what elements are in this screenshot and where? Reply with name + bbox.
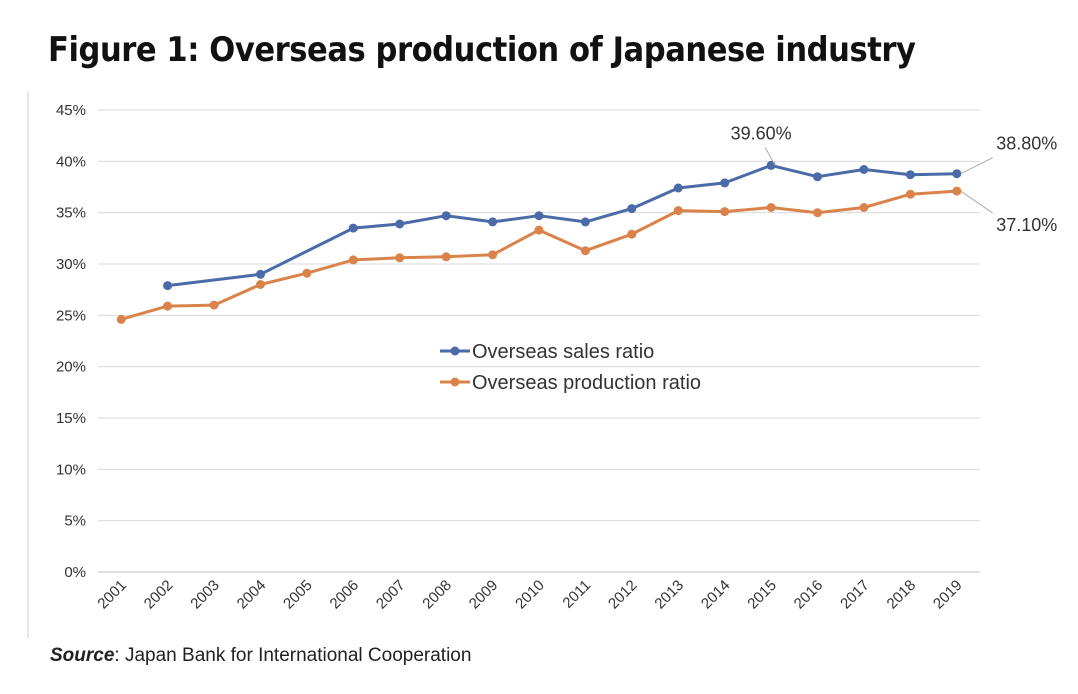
data-point bbox=[859, 165, 869, 174]
series-line-0 bbox=[167, 163, 957, 288]
y-tick-label: 5% bbox=[64, 513, 86, 530]
data-point bbox=[859, 203, 869, 212]
x-tick-label: 2015 bbox=[744, 577, 780, 613]
data-point bbox=[395, 253, 405, 263]
data-point bbox=[256, 280, 265, 289]
data-label: 39.60% bbox=[731, 123, 792, 143]
x-tick-label: 2005 bbox=[280, 577, 316, 613]
series-line-1 bbox=[120, 189, 957, 321]
annotation-leader bbox=[764, 147, 776, 166]
data-point bbox=[673, 206, 683, 216]
x-tick-label: 2003 bbox=[187, 577, 223, 613]
data-point bbox=[580, 246, 590, 256]
data-point bbox=[395, 219, 405, 229]
data-point bbox=[534, 225, 544, 235]
x-tick-label: 2008 bbox=[419, 577, 455, 613]
data-label: 38.80% bbox=[996, 134, 1057, 154]
data-point bbox=[441, 211, 451, 221]
y-tick-label: 45% bbox=[56, 102, 86, 119]
data-point bbox=[441, 252, 451, 262]
y-tick-label: 40% bbox=[56, 153, 86, 170]
data-label: 37.10% bbox=[996, 215, 1057, 235]
legend-marker bbox=[450, 346, 460, 356]
x-tick-label: 2018 bbox=[884, 577, 920, 613]
y-tick-label: 25% bbox=[56, 307, 86, 324]
data-point bbox=[813, 172, 822, 182]
legend-marker bbox=[450, 377, 460, 387]
source-text: : Japan Bank for International Cooperati… bbox=[114, 645, 472, 666]
gridlines bbox=[98, 109, 980, 573]
data-point bbox=[627, 204, 637, 214]
x-tick-label: 2006 bbox=[327, 577, 363, 613]
data-point bbox=[580, 217, 590, 227]
data-point bbox=[163, 301, 173, 311]
x-tick-label: 2012 bbox=[605, 577, 641, 613]
x-tick-label: 2014 bbox=[698, 577, 734, 613]
data-point bbox=[627, 229, 637, 239]
data-point bbox=[720, 207, 730, 217]
series-layer bbox=[116, 160, 962, 324]
legend: Overseas sales ratio Overseas production … bbox=[440, 341, 701, 394]
data-point bbox=[163, 281, 173, 291]
data-point bbox=[302, 268, 312, 278]
data-point bbox=[348, 255, 358, 265]
legend-label: Overseas production ratio bbox=[472, 372, 701, 394]
source-label: Source bbox=[50, 645, 115, 666]
y-tick-label: 30% bbox=[56, 256, 86, 273]
x-tick-label: 2009 bbox=[466, 577, 502, 613]
x-tick-label: 2016 bbox=[791, 577, 827, 613]
data-point bbox=[905, 170, 915, 180]
data-point bbox=[766, 203, 776, 212]
x-tick-label: 2002 bbox=[141, 577, 177, 613]
x-tick-label: 2001 bbox=[94, 577, 130, 613]
data-labels: 39.60% 38.80% 37.10% bbox=[731, 123, 1058, 235]
x-axis: 2001 2002 2003 2004 2005 2006 2007 2008 2009 2010… bbox=[94, 577, 965, 613]
data-point bbox=[952, 169, 962, 179]
y-tick-label: 15% bbox=[56, 410, 86, 427]
y-tick-label: 20% bbox=[56, 359, 86, 376]
source-note: Source: Japan Bank for International Coo… bbox=[50, 645, 471, 667]
legend-label: Overseas sales ratio bbox=[472, 341, 654, 363]
x-tick-label: 2019 bbox=[930, 577, 966, 613]
data-point bbox=[905, 189, 915, 199]
data-point bbox=[209, 300, 219, 310]
data-point bbox=[952, 186, 962, 196]
data-point bbox=[348, 223, 358, 233]
data-point bbox=[720, 178, 730, 188]
x-tick-label: 2011 bbox=[559, 577, 594, 612]
x-tick-label: 2017 bbox=[837, 577, 873, 613]
y-tick-label: 35% bbox=[56, 205, 86, 222]
data-point bbox=[673, 183, 683, 193]
annotation-leader bbox=[960, 157, 994, 175]
data-point bbox=[766, 160, 776, 170]
annotation-leader bbox=[960, 190, 994, 214]
data-point bbox=[813, 208, 822, 218]
y-tick-label: 0% bbox=[64, 564, 86, 581]
data-point bbox=[534, 211, 544, 221]
y-tick-label: 10% bbox=[56, 461, 86, 478]
data-point bbox=[256, 269, 265, 279]
x-tick-label: 2013 bbox=[651, 577, 687, 613]
data-point bbox=[488, 217, 498, 227]
x-tick-label: 2007 bbox=[373, 577, 409, 613]
x-tick-label: 2004 bbox=[234, 577, 270, 613]
data-point bbox=[116, 314, 126, 324]
data-point bbox=[488, 250, 498, 260]
x-tick-label: 2010 bbox=[512, 577, 548, 613]
y-axis: 0% 5% 10% 15% 20% 25% 30% 35% 40% 45% bbox=[56, 102, 86, 581]
chart-title: Figure 1: Overseas production of Japanes… bbox=[48, 30, 916, 70]
